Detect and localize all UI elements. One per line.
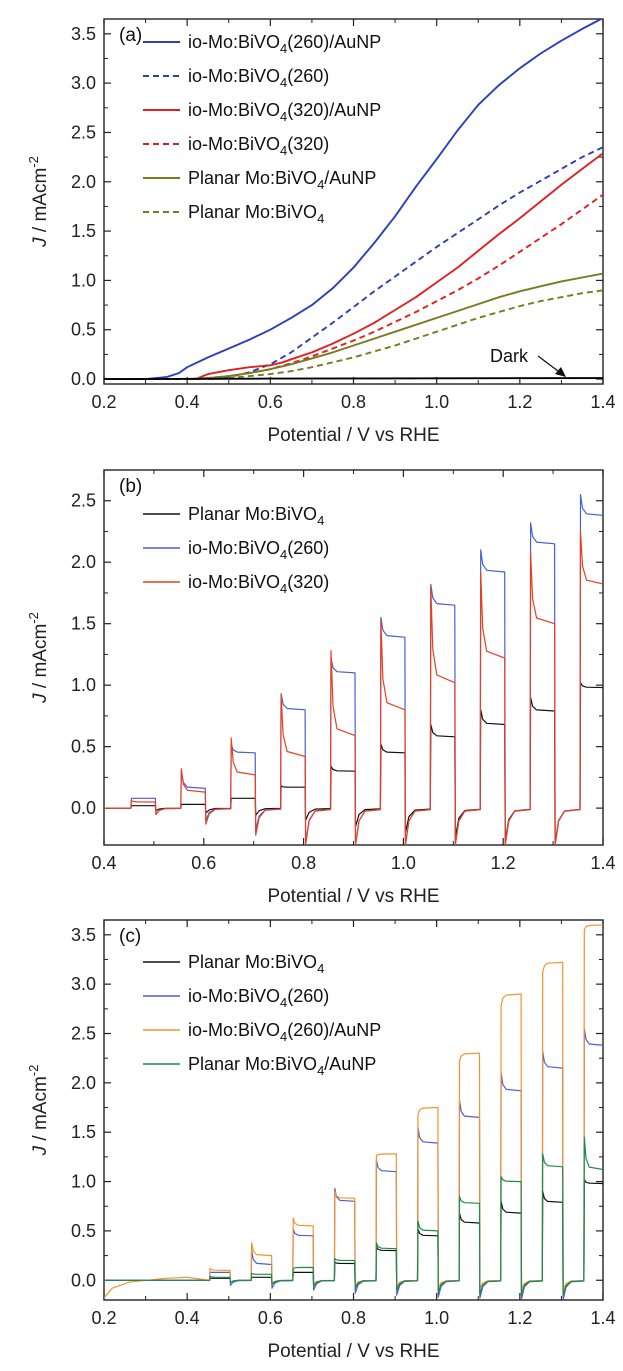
- x-tick-label: 1.0: [424, 392, 449, 412]
- x-axis-label: Potential / V vs RHE: [267, 1341, 439, 1362]
- y-tick-label: 1.0: [71, 270, 96, 290]
- y-tick-label: 0.0: [71, 798, 96, 818]
- plot-frame: [103, 18, 604, 385]
- x-tick-label: 0.2: [91, 392, 116, 412]
- legend-entry: Planar Mo:BiVO4/AuNP: [188, 168, 376, 192]
- y-tick-label: 2.5: [71, 491, 96, 511]
- y-tick-label: 1.5: [71, 1122, 96, 1142]
- y-tick-label: 3.5: [71, 925, 96, 945]
- y-tick-label: 0.0: [71, 369, 96, 389]
- series-line-2: [104, 924, 603, 1299]
- x-tick-label: 0.6: [191, 853, 216, 873]
- dark-arrowhead: [555, 367, 566, 377]
- legend-entry: io-Mo:BiVO4(260): [188, 538, 329, 562]
- y-tick-label: 0.5: [71, 320, 96, 340]
- panel-b: 0.4 0.6 0.8 1.0 1.2 1.4 0.0 0.5 1.0 1.5 2.0 2.5 Pote…: [26, 469, 616, 907]
- panel-c: 0.2 0.4 0.6 0.8 1.0 1.2 1.4 0.0 0.5 1.0 1.5 2.0 2.5 3…: [26, 919, 616, 1362]
- series-line-2: [104, 530, 603, 845]
- legend-entry: Planar Mo:BiVO4: [188, 952, 324, 976]
- series-line-5: [207, 289, 603, 381]
- x-tick-label: 1.0: [424, 1308, 449, 1328]
- x-tick-label: 0.8: [341, 392, 366, 412]
- series-line-4: [187, 272, 603, 381]
- legend-entry: io-Mo:BiVO4(320): [188, 134, 329, 158]
- y-tick-label: 1.0: [71, 675, 96, 695]
- panel-a: 0.2 0.4 0.6 0.8 1.0 1.2 1.4 0.0 0.5 1.0 1.5 2.0 2.5 3…: [26, 18, 616, 446]
- x-tick-label: 1.4: [590, 1308, 615, 1328]
- plot-frame: [103, 469, 604, 846]
- x-tick-label: 1.2: [507, 1308, 532, 1328]
- x-tick-label: 0.6: [258, 1308, 283, 1328]
- series-line-0: [104, 19, 603, 381]
- x-tick-label: 1.0: [391, 853, 416, 873]
- panel-label: (c): [119, 926, 141, 947]
- y-axis-label: J / mAcm-2: [26, 156, 51, 248]
- x-tick-label: 1.4: [590, 392, 615, 412]
- y-tick-label: 2.0: [71, 552, 96, 572]
- y-tick-label: 2.5: [71, 122, 96, 142]
- legend-entry: io-Mo:BiVO4(260)/AuNP: [188, 1020, 381, 1044]
- y-tick-label: 3.0: [71, 974, 96, 994]
- series-line-3: [195, 193, 603, 381]
- y-tick-label: 0.5: [71, 737, 96, 757]
- plot-area: [104, 494, 603, 845]
- y-axis-label: J / mAcm-2: [26, 1065, 51, 1157]
- plot-area: [104, 19, 603, 381]
- legend-entry: io-Mo:BiVO4(260)/AuNP: [188, 32, 381, 56]
- legend-entry: Planar Mo:BiVO4: [188, 202, 324, 226]
- y-tick-label: 0.0: [71, 1270, 96, 1290]
- x-tick-label: 0.2: [91, 1308, 116, 1328]
- x-tick-label: 0.4: [175, 392, 200, 412]
- plot-frame: [103, 919, 604, 1301]
- y-tick-label: 1.5: [71, 614, 96, 634]
- x-axis-label: Potential / V vs RHE: [267, 425, 439, 446]
- legend-entry: io-Mo:BiVO4(320)/AuNP: [188, 100, 381, 124]
- legend-entry: Planar Mo:BiVO4/AuNP: [188, 1054, 376, 1078]
- plot-area: [104, 924, 603, 1300]
- legend-entry: io-Mo:BiVO4(260): [188, 986, 329, 1010]
- x-axis-label: Potential / V vs RHE: [267, 886, 439, 907]
- x-tick-label: 0.8: [341, 1308, 366, 1328]
- series-line-0: [104, 682, 603, 845]
- y-tick-label: 0.5: [71, 1221, 96, 1241]
- panel-label: (a): [119, 25, 142, 46]
- legend-entry: io-Mo:BiVO4(320): [188, 572, 329, 596]
- series-line-2: [195, 152, 603, 380]
- series-line-6: [104, 377, 603, 381]
- y-tick-label: 2.0: [71, 1073, 96, 1093]
- y-tick-label: 2.5: [71, 1024, 96, 1044]
- series-line-1: [104, 494, 603, 845]
- y-tick-label: 3.5: [71, 24, 96, 44]
- dark-annotation: Dark: [490, 346, 529, 366]
- series-line-0: [104, 1179, 603, 1297]
- y-tick-label: 3.0: [71, 73, 96, 93]
- series-line-3: [104, 1136, 603, 1297]
- x-tick-label: 0.4: [91, 853, 116, 873]
- x-tick-label: 1.2: [507, 392, 532, 412]
- x-tick-label: 1.4: [590, 853, 615, 873]
- legend-entry: Planar Mo:BiVO4: [188, 504, 324, 528]
- y-axis-label: J / mAcm-2: [26, 612, 51, 704]
- x-tick-label: 0.8: [291, 853, 316, 873]
- panel-label: (b): [119, 476, 142, 497]
- y-tick-label: 1.0: [71, 1172, 96, 1192]
- x-tick-label: 0.4: [175, 1308, 200, 1328]
- y-tick-label: 2.0: [71, 172, 96, 192]
- x-tick-label: 0.6: [258, 392, 283, 412]
- x-tick-label: 1.2: [491, 853, 516, 873]
- y-tick-label: 1.5: [71, 221, 96, 241]
- legend-entry: io-Mo:BiVO4(260): [188, 66, 329, 90]
